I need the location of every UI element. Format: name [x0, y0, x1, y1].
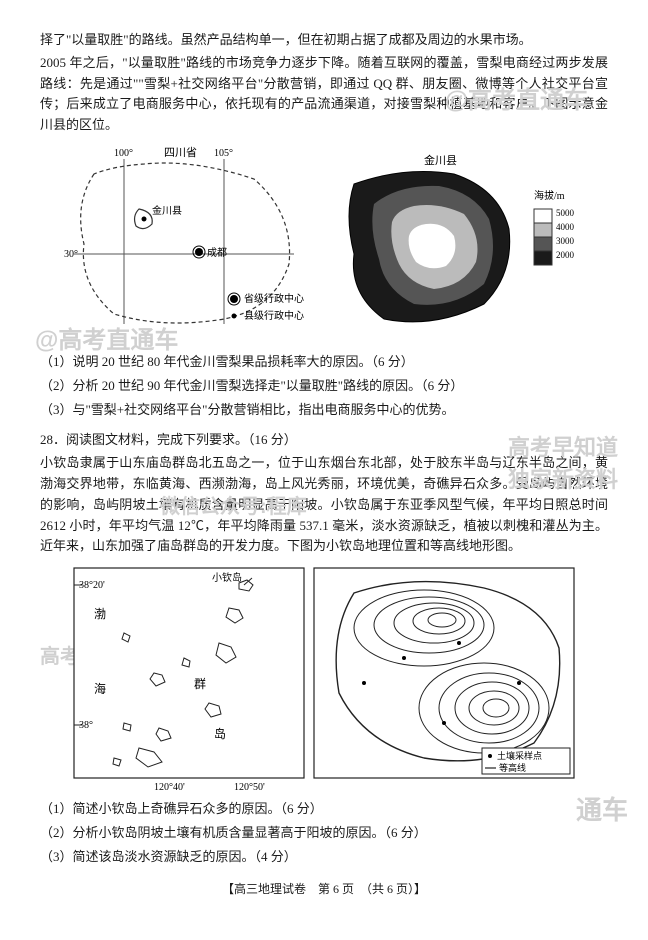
svg-text:3000: 3000	[556, 236, 575, 246]
svg-text:100°: 100°	[114, 148, 133, 159]
svg-text:105°: 105°	[214, 148, 233, 159]
svg-text:4000: 4000	[556, 222, 575, 232]
svg-text:金川县: 金川县	[424, 153, 457, 167]
svg-text:渤: 渤	[94, 607, 106, 621]
svg-text:海: 海	[94, 681, 106, 696]
svg-text:金川县: 金川县	[152, 204, 182, 217]
svg-text:省级行政中心: 省级行政中心	[244, 292, 304, 305]
page-footer: 【高三地理试卷 第 6 页 （共 6 页）】	[40, 880, 608, 899]
svg-text:群: 群	[194, 677, 206, 691]
svg-text:2000: 2000	[556, 250, 575, 260]
q28-3: （3）简述该岛淡水资源缺乏的原因。（4 分）	[40, 847, 608, 868]
map1-title: 四川省	[164, 146, 197, 159]
svg-text:县级行政中心: 县级行政中心	[244, 309, 304, 322]
intro-p1: 择了"以量取胜"的路线。虽然产品结构单一，但在初期占据了成都及周边的水果市场。	[40, 30, 608, 51]
map-jinchuan: 四川省 100° 105° 30° 金川县 成都 省级行政中心 县级行政中心	[40, 144, 608, 344]
exam-page: 择了"以量取胜"的路线。虽然产品结构单一，但在初期占据了成都及周边的水果市场。 …	[0, 0, 648, 919]
q28-2: （2）分析小钦岛阴坡土壤有机质含量显著高于阳坡的原因。（6 分）	[40, 823, 608, 844]
svg-text:等高线: 等高线	[499, 762, 526, 773]
svg-text:成都: 成都	[207, 247, 227, 259]
q28-header: 28．阅读图文材料，完成下列要求。（16 分）	[40, 430, 608, 451]
svg-text:5000: 5000	[556, 208, 575, 218]
q27-1: （1）说明 20 世纪 80 年代金川雪梨果品损耗率大的原因。（6 分）	[40, 352, 608, 373]
q27-2: （2）分析 20 世纪 90 年代金川雪梨选择走"以量取胜"路线的原因。（6 分…	[40, 376, 608, 397]
svg-text:30°: 30°	[64, 249, 78, 260]
intro-p2: 2005 年之后，"以量取胜"路线的市场竞争力逐步下降。随着互联网的覆盖，雪梨电…	[40, 53, 608, 136]
svg-text:120°40': 120°40'	[154, 782, 185, 793]
svg-text:38°20': 38°20'	[79, 580, 105, 591]
svg-text:土壤采样点: 土壤采样点	[497, 750, 542, 761]
svg-text:小钦岛: 小钦岛	[212, 571, 242, 584]
q27-3: （3）与"雪梨+社交网络平台"分散营销相比，指出电商服务中心的优势。	[40, 400, 608, 421]
svg-text:海拔/m: 海拔/m	[534, 189, 565, 202]
q28-p1: 小钦岛隶属于山东庙岛群岛北五岛之一，位于山东烟台东北部，处于胶东半岛与辽东半岛之…	[40, 453, 608, 557]
q28-1: （1）简述小钦岛上奇礁异石众多的原因。（6 分）	[40, 799, 608, 820]
svg-text:岛: 岛	[214, 726, 226, 741]
svg-text:120°50': 120°50'	[234, 782, 265, 793]
map-xiaoqin: 38°20' 38° 120°40' 120°50' 渤 海 群 岛 小钦岛	[40, 563, 608, 793]
